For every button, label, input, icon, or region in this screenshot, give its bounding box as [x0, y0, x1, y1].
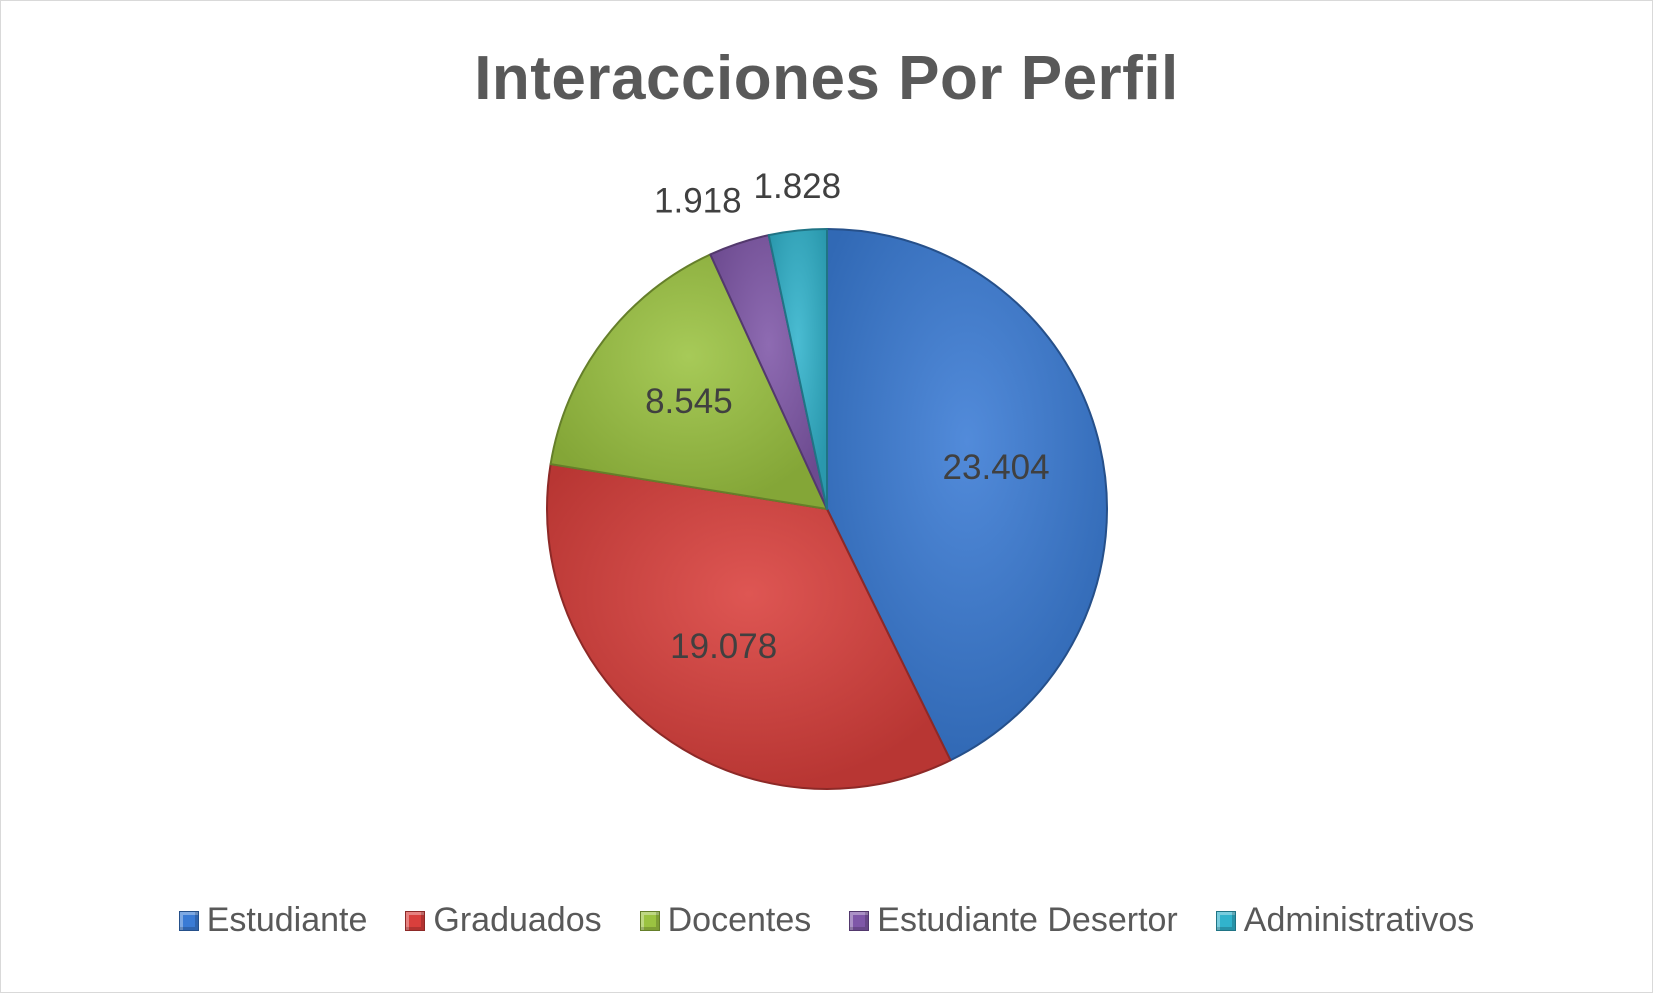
legend-label: Administrativos [1243, 901, 1475, 939]
legend-swatch [178, 910, 199, 931]
legend-label: Graduados [433, 901, 602, 939]
pie-slice-graduados [546, 463, 952, 790]
data-label-graduados: 19.078 [670, 627, 777, 666]
data-label-estudiante: 23.404 [943, 448, 1050, 487]
legend-label: Estudiante [206, 901, 368, 939]
pie-slice-administrativos [767, 228, 828, 510]
pie-slice-docentes [549, 253, 828, 510]
pie-slices [546, 228, 1108, 790]
legend-swatch [405, 910, 426, 931]
legend-label: Docentes [667, 901, 812, 939]
legend-item-graduados: Graduados [405, 901, 602, 940]
data-label-administrativos: 1.828 [754, 167, 842, 206]
legend-item-docentes: Docentes [639, 901, 812, 940]
legend-item-estudiante-desertor: Estudiante Desertor [849, 901, 1178, 940]
legend-swatch [849, 910, 870, 931]
pie-slice-estudiante [826, 228, 1108, 762]
legend-label: Estudiante Desertor [877, 901, 1178, 939]
pie-data-labels: 23.404 19.078 8.545 1.918 1.828 [645, 167, 1050, 666]
data-label-estudiante-desertor: 1.918 [654, 182, 742, 221]
data-label-docentes: 8.545 [645, 382, 733, 421]
legend-swatch [639, 910, 660, 931]
legend-swatch [1215, 910, 1236, 931]
legend-item-administrativos: Administrativos [1215, 901, 1475, 940]
chart-legend: Estudiante Graduados Docentes Estudiante De… [1, 901, 1652, 940]
chart-title: Interacciones Por Perfil [474, 44, 1179, 113]
legend-item-estudiante: Estudiante [178, 901, 368, 940]
